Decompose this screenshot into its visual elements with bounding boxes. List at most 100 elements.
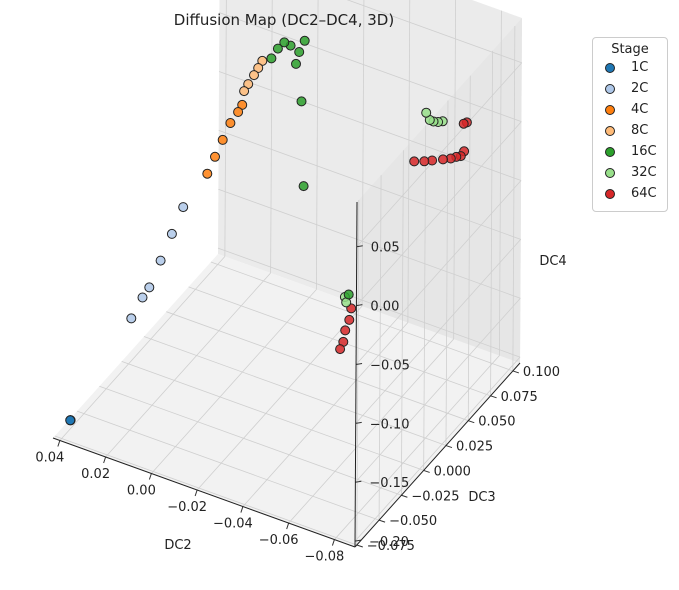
z-tick-mark — [356, 245, 363, 248]
point-16C-8 — [299, 35, 310, 46]
y-tick-mark — [423, 469, 430, 473]
point-16C-0 — [294, 47, 305, 57]
point-2C-2 — [155, 255, 166, 266]
point-4C-2 — [217, 134, 228, 145]
point-64C-14 — [335, 344, 346, 355]
z-tick-label: −0.05 — [370, 358, 410, 373]
legend-label: 32C — [631, 165, 657, 180]
point-4C-1 — [225, 118, 236, 128]
point-64C-7 — [409, 156, 420, 167]
legend-marker-icon — [605, 125, 615, 136]
y-axis-line — [354, 362, 521, 548]
y-tick-label: 0.025 — [456, 440, 493, 455]
point-64C-6 — [419, 156, 430, 167]
point-16C-6 — [296, 96, 307, 107]
x-tick-mark — [194, 489, 198, 497]
x-tick-mark — [240, 506, 244, 513]
z-tick-label: −0.10 — [370, 417, 410, 432]
legend-item-32C: 32C — [593, 162, 667, 183]
y-tick-label: 0.050 — [478, 415, 515, 430]
legend-label: 64C — [631, 186, 657, 201]
z-tick-label: 0.05 — [371, 241, 400, 256]
z-axis-label: DC4 — [539, 254, 566, 269]
x-tick-label: 0.04 — [35, 450, 64, 465]
y-tick-mark — [468, 420, 475, 424]
point-2C-5 — [126, 313, 137, 324]
x-tick-label: 0.00 — [127, 484, 156, 499]
y-tick-label: −0.025 — [411, 489, 459, 504]
point-16C-2 — [279, 37, 290, 48]
point-32C-4 — [421, 107, 432, 118]
legend-marker-icon — [605, 146, 615, 157]
point-16C-7 — [298, 181, 309, 192]
legend-marker-icon — [605, 83, 615, 94]
point-8C-3 — [239, 86, 250, 97]
point-16C-3 — [272, 43, 283, 54]
y-tick-mark — [512, 370, 520, 374]
legend-marker-icon — [605, 104, 615, 115]
z-tick-label: −0.20 — [369, 535, 409, 550]
x-axis-line — [52, 437, 356, 548]
z-tick-mark — [355, 362, 363, 365]
chart-title: Diffusion Map (DC2–DC4, 3D) — [174, 11, 394, 29]
point-64C-11 — [344, 314, 355, 325]
x-tick-label: 0.02 — [81, 467, 110, 482]
x-tick-label: −0.04 — [213, 517, 253, 532]
legend-marker-icon — [605, 62, 615, 73]
point-1C-2 — [65, 415, 76, 426]
legend-label: 8C — [631, 123, 649, 138]
x-tick-label: −0.06 — [259, 533, 299, 548]
point-8C-1 — [249, 70, 259, 81]
legend-label: 2C — [631, 81, 649, 96]
point-2C-4 — [137, 292, 148, 303]
legend-item-1C: 1C — [593, 57, 667, 78]
point-4C-5 — [233, 107, 244, 117]
legend-label: 4C — [631, 102, 649, 117]
x-tick-label: −0.02 — [167, 500, 207, 515]
x-tick-mark — [331, 539, 335, 546]
point-4C-3 — [210, 151, 220, 162]
point-16C-9 — [343, 289, 354, 300]
legend-item-8C: 8C — [593, 120, 667, 141]
point-64C-4 — [438, 154, 448, 165]
y-axis-label: DC3 — [468, 490, 495, 505]
point-2C-3 — [144, 282, 155, 293]
z-tick-mark — [356, 304, 363, 307]
point-16C-5 — [266, 53, 277, 64]
x-tick-mark — [286, 522, 290, 530]
point-64C-9 — [458, 118, 469, 129]
point-16C-4 — [291, 58, 301, 69]
y-tick-mark — [378, 519, 386, 523]
x-axis-label: DC2 — [164, 538, 191, 553]
legend-item-64C: 64C — [593, 183, 667, 204]
x-tick-label: −0.08 — [304, 550, 344, 565]
point-64C-12 — [340, 325, 351, 336]
legend-marker-icon — [605, 188, 615, 199]
point-4C-4 — [202, 168, 213, 179]
x-tick-mark — [57, 440, 61, 447]
legend-label: 16C — [631, 144, 657, 159]
legend-item-16C: 16C — [593, 141, 667, 162]
y-tick-mark — [445, 445, 453, 449]
point-2C-1 — [166, 228, 177, 239]
legend-item-4C: 4C — [593, 99, 667, 120]
legend-title: Stage — [611, 42, 649, 57]
z-tick-label: −0.15 — [369, 476, 409, 491]
y-tick-mark — [356, 544, 363, 548]
y-tick-mark — [490, 395, 497, 399]
legend-item-2C: 2C — [593, 78, 667, 99]
y-tick-label: 0.000 — [434, 464, 471, 479]
legend-marker-icon — [605, 167, 615, 178]
legend-label: 1C — [631, 60, 649, 75]
y-tick-label: −0.075 — [367, 539, 415, 554]
y-tick-label: 0.075 — [501, 390, 538, 405]
y-tick-label: 0.100 — [523, 365, 560, 380]
x-tick-mark — [103, 456, 107, 464]
z-tick-mark — [355, 480, 362, 483]
y-tick-mark — [401, 494, 408, 498]
y-tick-label: −0.050 — [389, 514, 437, 529]
point-2C-0 — [178, 202, 189, 213]
z-tick-mark — [355, 421, 362, 424]
z-tick-label: 0.00 — [370, 300, 399, 315]
